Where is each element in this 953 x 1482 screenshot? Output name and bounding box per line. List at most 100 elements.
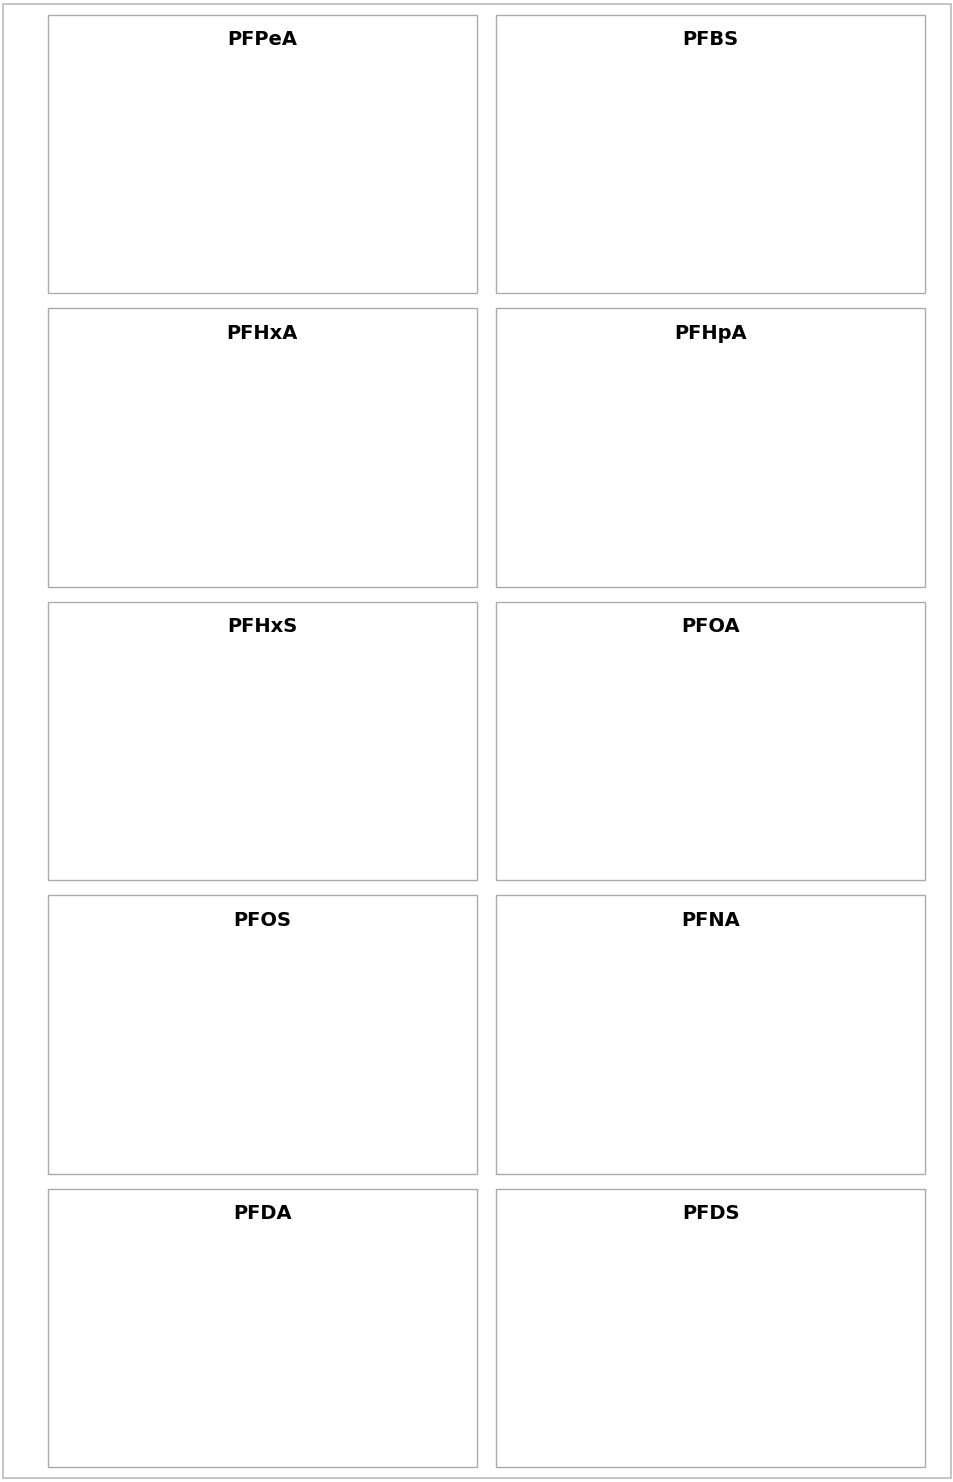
Text: 69: 69 <box>875 1270 891 1283</box>
Text: 66: 66 <box>450 977 465 990</box>
Text: 66: 66 <box>898 977 913 990</box>
Text: PFOS: PFOS <box>233 911 291 929</box>
Bar <box>633 1303 696 1320</box>
Bar <box>185 974 448 993</box>
Bar <box>633 129 713 147</box>
Text: 21: 21 <box>271 1306 286 1319</box>
Text: 6: 6 <box>659 1048 666 1061</box>
Text: 7: 7 <box>659 1377 667 1389</box>
Text: 24: 24 <box>282 1012 298 1026</box>
Bar <box>633 1009 713 1027</box>
Text: 5: 5 <box>652 1341 659 1355</box>
Text: 63: 63 <box>885 683 902 697</box>
Text: PFHxS: PFHxS <box>227 618 297 636</box>
Bar <box>185 129 251 147</box>
Text: PFOA: PFOA <box>680 618 740 636</box>
Bar <box>185 751 202 769</box>
Text: PFBS: PFBS <box>682 31 738 49</box>
Text: 6: 6 <box>211 1083 218 1095</box>
Text: 5: 5 <box>655 754 662 768</box>
Text: 9: 9 <box>671 203 679 215</box>
Text: 5: 5 <box>652 461 659 474</box>
Text: 5: 5 <box>204 167 212 181</box>
Bar <box>633 494 658 511</box>
Bar <box>185 1080 209 1098</box>
Bar <box>633 751 653 769</box>
Bar <box>185 1267 448 1286</box>
Text: 8: 8 <box>214 203 222 215</box>
Text: 6: 6 <box>211 1341 218 1355</box>
X-axis label: Level of contribution(%): Level of contribution(%) <box>244 846 404 860</box>
Text: 8: 8 <box>219 1377 227 1389</box>
Bar <box>633 680 883 700</box>
Text: 65: 65 <box>446 390 461 403</box>
Text: 75: 75 <box>448 683 464 697</box>
Bar <box>633 787 660 805</box>
Text: 25: 25 <box>735 719 750 732</box>
Bar <box>633 458 650 476</box>
Bar <box>185 1009 280 1027</box>
Text: 7: 7 <box>662 790 671 802</box>
Bar <box>185 165 202 182</box>
X-axis label: Level of contribution(%): Level of contribution(%) <box>692 1140 852 1153</box>
Text: 8: 8 <box>667 1083 675 1095</box>
Text: 68: 68 <box>423 96 439 110</box>
Text: 69: 69 <box>875 390 891 403</box>
Text: 7: 7 <box>659 496 667 508</box>
Text: 7: 7 <box>211 790 219 802</box>
Bar <box>633 200 669 218</box>
Bar <box>633 1338 650 1356</box>
Text: 20: 20 <box>715 1012 730 1026</box>
X-axis label: Level of contribution(%): Level of contribution(%) <box>244 1140 404 1153</box>
Bar <box>185 1374 216 1392</box>
Bar <box>185 494 216 511</box>
Bar <box>185 716 227 734</box>
X-axis label: Level of contribution(%): Level of contribution(%) <box>244 553 404 566</box>
Text: PFNA: PFNA <box>680 911 740 929</box>
Text: 19: 19 <box>253 132 269 145</box>
Bar <box>633 165 657 182</box>
X-axis label: Level of contribution(%): Level of contribution(%) <box>692 553 852 566</box>
Bar <box>185 200 213 218</box>
Text: 12: 12 <box>229 719 244 732</box>
Text: 65: 65 <box>894 96 909 110</box>
Bar <box>185 787 210 805</box>
Bar <box>185 1303 269 1320</box>
X-axis label: Level of contribution(%): Level of contribution(%) <box>692 259 852 273</box>
Bar <box>633 387 873 406</box>
Bar <box>185 93 422 113</box>
Text: 22: 22 <box>274 425 291 439</box>
Bar <box>633 1374 658 1392</box>
X-axis label: Level of contribution(%): Level of contribution(%) <box>244 259 404 273</box>
Text: 5: 5 <box>207 461 214 474</box>
Text: 19: 19 <box>700 425 717 439</box>
X-axis label: Level of contribution(%): Level of contribution(%) <box>692 1433 852 1446</box>
X-axis label: Level of contribution(%): Level of contribution(%) <box>244 1433 404 1446</box>
Text: PFPeA: PFPeA <box>227 31 297 49</box>
Text: 18: 18 <box>698 1306 713 1319</box>
Text: 4: 4 <box>203 1048 211 1061</box>
X-axis label: Level of contribution(%): Level of contribution(%) <box>692 846 852 860</box>
Bar <box>633 422 699 440</box>
Text: PFHxA: PFHxA <box>227 325 297 342</box>
Bar <box>633 1080 664 1098</box>
Bar <box>185 1338 209 1356</box>
Bar <box>633 1045 657 1063</box>
Bar <box>633 974 896 993</box>
Text: 5: 5 <box>204 754 212 768</box>
Bar <box>633 716 732 734</box>
Text: PFHpA: PFHpA <box>674 325 746 342</box>
Text: 8: 8 <box>219 496 227 508</box>
Bar <box>633 93 892 113</box>
Bar <box>185 387 444 406</box>
Text: PFDS: PFDS <box>681 1205 739 1223</box>
Text: PFDA: PFDA <box>233 1205 292 1223</box>
Bar <box>185 680 446 700</box>
Bar <box>185 422 273 440</box>
Text: 6: 6 <box>659 167 666 181</box>
Bar <box>185 458 205 476</box>
Text: 66: 66 <box>450 1270 465 1283</box>
Text: 20: 20 <box>715 132 730 145</box>
Bar <box>185 1045 201 1063</box>
Bar <box>633 1267 873 1286</box>
